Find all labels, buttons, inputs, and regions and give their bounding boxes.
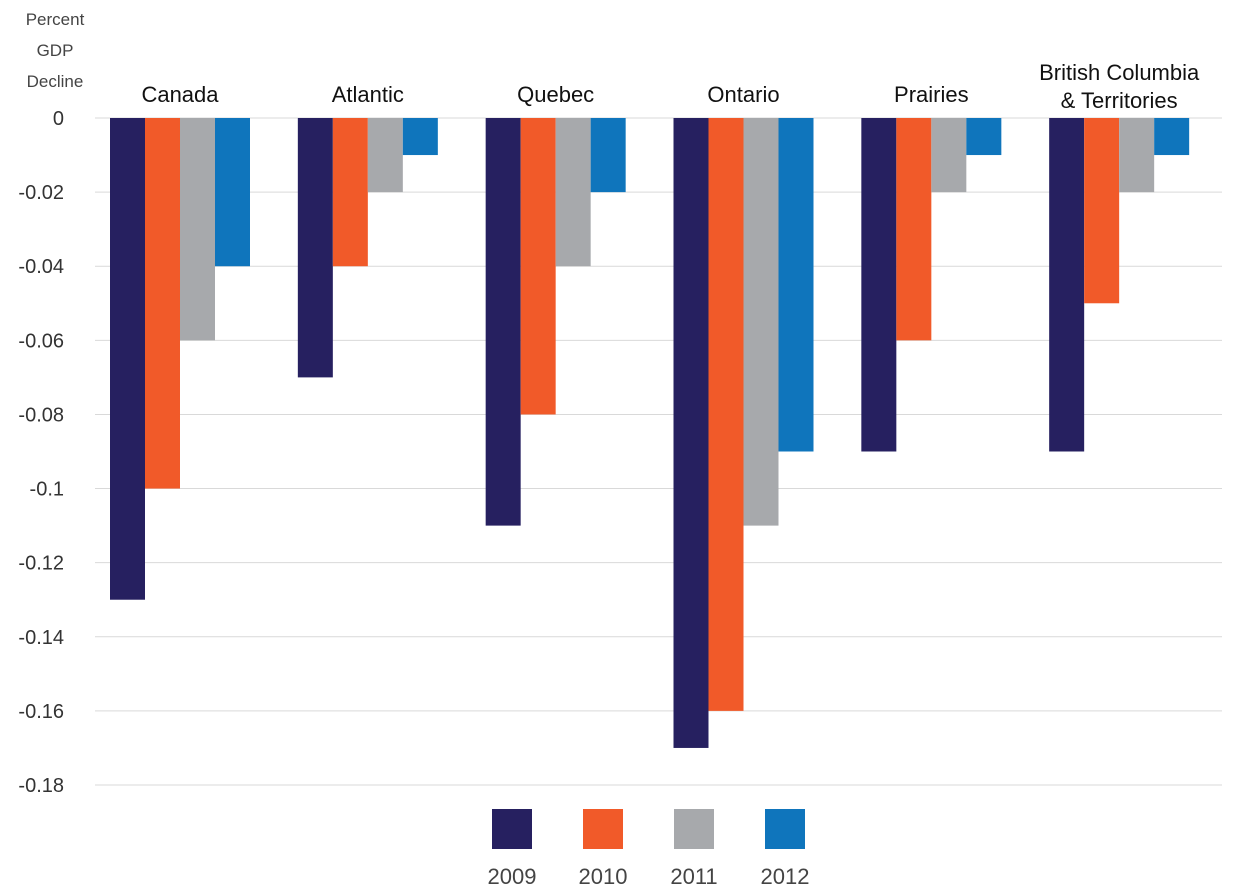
y-axis-label: Percent GDP Decline — [26, 10, 85, 91]
y-tick-label: -0.04 — [18, 256, 64, 278]
gridlines — [95, 117, 1222, 786]
bar — [1084, 118, 1120, 304]
legend-swatch — [583, 809, 623, 849]
category-label: British Columbia — [1039, 60, 1200, 85]
category-label: & Territories — [1061, 88, 1178, 113]
bar — [861, 118, 897, 452]
bar — [297, 118, 333, 378]
bar — [215, 118, 250, 267]
bar — [778, 118, 814, 452]
bar — [708, 118, 744, 711]
y-tick-label: -0.06 — [18, 330, 64, 352]
bar — [673, 118, 709, 748]
bar — [966, 118, 1002, 156]
legend-swatch — [492, 809, 532, 849]
bar — [520, 118, 556, 415]
bar — [402, 118, 438, 156]
bar — [485, 118, 521, 526]
bars — [110, 118, 1190, 748]
y-axis-ticks: 0 -0.02 -0.04 -0.06 -0.08 -0.1 -0.12 -0.14 -0.16… — [18, 108, 64, 797]
category-label: Prairies — [894, 82, 969, 107]
y-tick-label: -0.12 — [18, 553, 64, 575]
bar — [1154, 118, 1190, 156]
bar — [743, 118, 779, 526]
y-tick-label: -0.08 — [18, 404, 64, 426]
bar — [896, 118, 932, 341]
y-axis-label-line: Percent — [26, 10, 85, 29]
legend: 2009 2010 2011 2012 — [488, 809, 810, 889]
y-axis-label-line: Decline — [27, 72, 84, 91]
bar — [555, 118, 591, 267]
y-tick-label: -0.1 — [30, 479, 64, 501]
bar — [367, 118, 403, 193]
bar — [931, 118, 967, 193]
y-tick-label: -0.16 — [18, 701, 64, 723]
category-labels: Canada Atlantic Quebec Ontario Prairies Briti… — [141, 60, 1200, 113]
bar — [332, 118, 368, 267]
legend-label: 2012 — [761, 864, 810, 889]
legend-label: 2011 — [670, 864, 717, 889]
bar — [145, 118, 180, 489]
legend-swatch — [674, 809, 714, 849]
bar — [180, 118, 215, 341]
bar — [110, 118, 145, 600]
y-tick-label: -0.02 — [18, 182, 64, 204]
legend-label: 2009 — [488, 864, 537, 889]
legend-swatch — [765, 809, 805, 849]
category-label: Atlantic — [332, 82, 404, 107]
bar — [1119, 118, 1155, 193]
category-label: Quebec — [517, 82, 594, 107]
bar — [1049, 118, 1085, 452]
y-tick-label: -0.18 — [18, 775, 64, 797]
y-axis-label-line: GDP — [37, 41, 74, 60]
y-tick-label: -0.14 — [18, 627, 64, 649]
y-tick-label: 0 — [53, 108, 64, 130]
legend-label: 2010 — [579, 864, 628, 889]
category-label: Ontario — [707, 82, 779, 107]
category-label: Canada — [141, 82, 219, 107]
bar — [590, 118, 626, 193]
